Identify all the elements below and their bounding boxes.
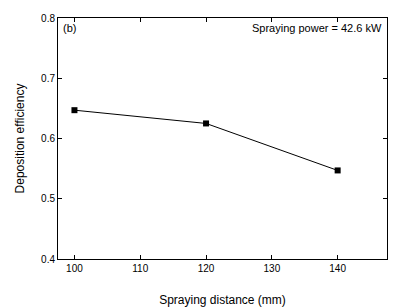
svg-text:140: 140 (329, 263, 346, 274)
svg-text:(b): (b) (63, 22, 76, 34)
svg-text:120: 120 (198, 263, 215, 274)
svg-text:110: 110 (132, 263, 148, 274)
svg-text:0.7: 0.7 (41, 73, 55, 84)
svg-text:0.6: 0.6 (41, 133, 55, 144)
svg-text:Spraying distance (mm): Spraying distance (mm) (159, 293, 286, 307)
svg-text:100: 100 (66, 263, 83, 274)
svg-text:0.4: 0.4 (41, 254, 55, 265)
svg-text:130: 130 (264, 263, 281, 274)
svg-text:0.5: 0.5 (41, 193, 55, 204)
svg-text:Deposition efficiency: Deposition efficiency (13, 84, 27, 194)
svg-text:0.8: 0.8 (41, 13, 55, 24)
svg-text:Spraying power = 42.6 kW: Spraying power = 42.6 kW (252, 22, 382, 34)
